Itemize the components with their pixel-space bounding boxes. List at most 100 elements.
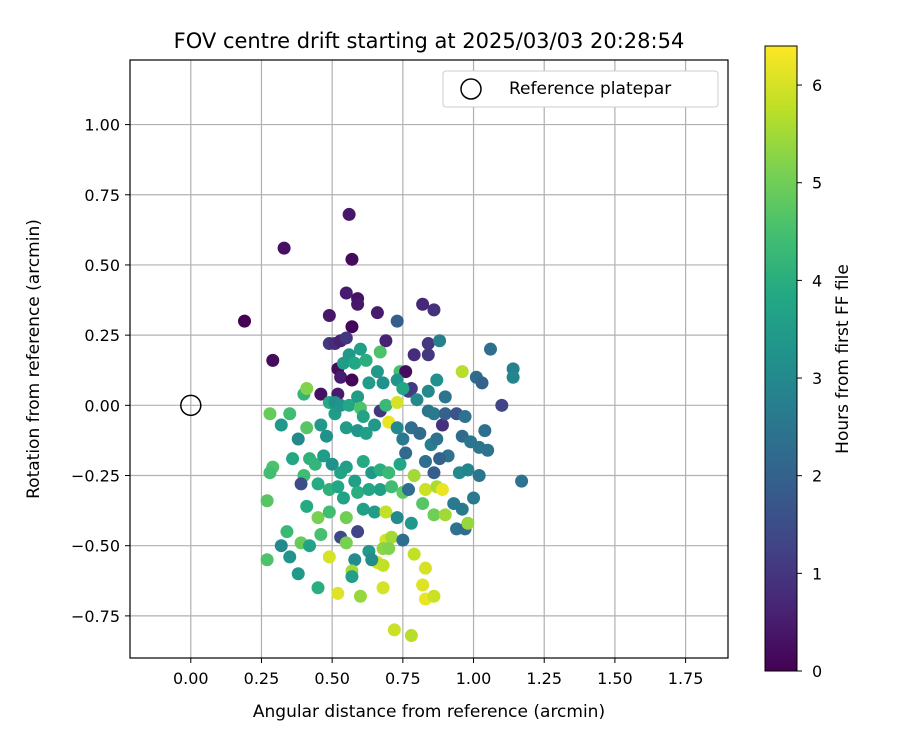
data-point	[263, 466, 277, 480]
y-tick-label: 0.50	[84, 256, 120, 275]
data-point	[435, 483, 449, 497]
data-point	[376, 558, 390, 572]
data-point	[410, 393, 424, 407]
data-point	[291, 567, 305, 581]
data-point	[238, 314, 252, 328]
data-point	[353, 342, 367, 356]
data-point	[300, 421, 314, 435]
legend-marker	[460, 78, 482, 100]
data-point	[359, 426, 373, 440]
data-point	[421, 348, 435, 362]
legend-label: Reference platepar	[509, 79, 671, 99]
data-point	[418, 454, 432, 468]
data-point	[314, 418, 328, 432]
data-point	[421, 337, 435, 351]
data-point	[263, 407, 277, 421]
data-point	[379, 398, 393, 412]
data-point	[277, 241, 291, 255]
data-point	[339, 421, 353, 435]
data-point	[495, 398, 509, 412]
data-point	[379, 334, 393, 348]
data-point	[376, 376, 390, 390]
data-point	[314, 387, 328, 401]
colorbar-tick-label: 2	[812, 467, 822, 486]
data-point	[348, 553, 362, 567]
data-points	[238, 207, 529, 643]
x-tick-label: 0.25	[244, 669, 280, 688]
data-point	[407, 547, 421, 561]
data-point	[308, 457, 322, 471]
legend-box	[442, 70, 719, 108]
data-point	[300, 381, 314, 395]
data-point	[368, 505, 382, 519]
x-axis-label: Angular distance from reference (arcmin)	[253, 702, 605, 722]
data-point	[430, 373, 444, 387]
data-point	[356, 454, 370, 468]
data-point	[382, 466, 396, 480]
data-point	[300, 499, 314, 513]
data-point	[283, 550, 297, 564]
data-point	[393, 457, 407, 471]
colorbar-tick-label: 6	[812, 76, 822, 95]
legend: Reference platepar	[442, 70, 719, 108]
data-point	[339, 286, 353, 300]
data-point	[317, 449, 331, 463]
data-point	[365, 553, 379, 567]
colorbar: 0 1 2 3 4 5 6 Hours from first FF file	[764, 45, 853, 681]
data-point	[427, 466, 441, 480]
data-point	[481, 443, 495, 457]
data-point	[291, 432, 305, 446]
data-point	[390, 396, 404, 410]
x-tick-label: 0.50	[314, 669, 350, 688]
data-point	[339, 460, 353, 474]
x-axis-ticks: 0.00 0.25 0.50 0.75 1.00 1.25 1.50 1.75	[173, 658, 703, 688]
data-point	[413, 426, 427, 440]
data-point	[368, 418, 382, 432]
data-point	[311, 477, 325, 491]
data-point	[461, 463, 475, 477]
data-point	[348, 356, 362, 370]
data-point	[427, 508, 441, 522]
data-point	[274, 539, 288, 553]
data-point	[356, 410, 370, 424]
data-point	[421, 384, 435, 398]
data-point	[303, 539, 317, 553]
data-point	[356, 502, 370, 516]
data-point	[396, 432, 410, 446]
data-point	[339, 536, 353, 550]
data-point	[458, 410, 472, 424]
data-point	[311, 511, 325, 525]
data-point	[404, 629, 418, 643]
data-point	[362, 376, 376, 390]
data-point	[362, 483, 376, 497]
data-point	[435, 418, 449, 432]
data-point	[294, 477, 308, 491]
data-point	[427, 589, 441, 603]
data-point	[478, 424, 492, 438]
data-point	[455, 502, 469, 516]
data-point	[399, 365, 413, 379]
data-point	[430, 432, 444, 446]
data-point	[342, 398, 356, 412]
data-point	[351, 525, 365, 539]
colorbar-tick-label: 4	[812, 271, 822, 290]
data-point	[418, 483, 432, 497]
y-tick-label: −0.75	[71, 607, 120, 626]
data-point	[385, 480, 399, 494]
data-point	[345, 570, 359, 584]
x-tick-label: 1.50	[597, 669, 633, 688]
colorbar-tick-label: 5	[812, 174, 822, 193]
data-point	[475, 376, 489, 390]
data-point	[370, 306, 384, 320]
data-point	[407, 469, 421, 483]
data-point	[359, 353, 373, 367]
data-point	[433, 334, 447, 348]
data-point	[483, 342, 497, 356]
data-point	[331, 480, 345, 494]
data-point	[274, 418, 288, 432]
data-point	[382, 542, 396, 556]
data-point	[320, 429, 334, 443]
data-point	[404, 516, 418, 530]
data-point	[379, 505, 393, 519]
